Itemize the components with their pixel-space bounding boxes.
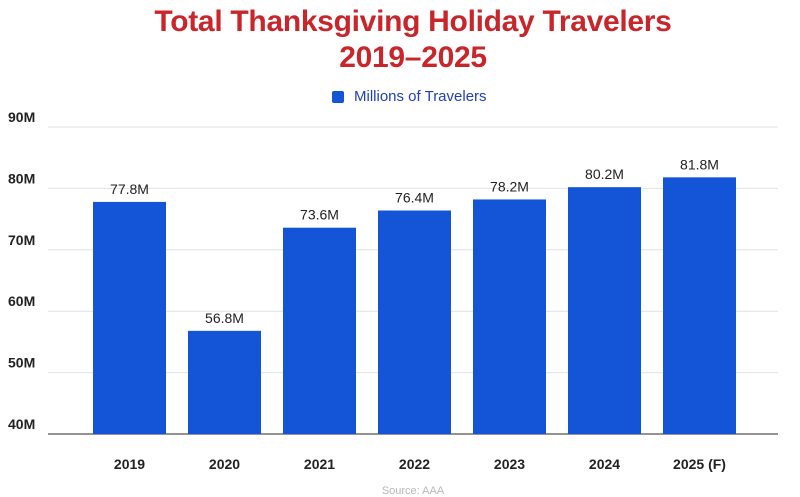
legend-label: Millions of Travelers bbox=[354, 88, 487, 105]
bar bbox=[378, 210, 451, 434]
x-tick-label: 2021 bbox=[304, 456, 335, 472]
data-label: 56.8M bbox=[205, 310, 244, 326]
chart-title-line-2: 2019–2025 bbox=[339, 41, 487, 74]
data-label: 76.4M bbox=[395, 190, 434, 206]
chart-title-line-1: Total Thanksgiving Holiday Travelers bbox=[154, 5, 672, 38]
chart-title: Total Thanksgiving Holiday Travelers 201… bbox=[0, 4, 800, 76]
data-label: 80.2M bbox=[585, 166, 624, 182]
x-tick-label: 2019 bbox=[114, 456, 145, 472]
bar bbox=[188, 330, 261, 434]
y-tick-label: 60M bbox=[8, 293, 35, 309]
y-tick-label: 90M bbox=[8, 109, 35, 125]
data-labels: 77.8M 56.8M 73.6M 76.4M 78.2M 80.2M 81.8M bbox=[110, 156, 719, 325]
x-tick-label: 2023 bbox=[494, 456, 525, 472]
x-axis-ticks: 2019 2020 2021 2022 2023 2024 2025 (F) bbox=[114, 456, 726, 472]
y-tick-label: 80M bbox=[8, 170, 35, 186]
data-label: 81.8M bbox=[680, 156, 719, 172]
bar bbox=[283, 227, 356, 434]
data-label: 77.8M bbox=[110, 181, 149, 197]
x-tick-label: 2025 (F) bbox=[673, 456, 726, 472]
bar bbox=[473, 199, 546, 434]
y-axis-ticks: 40M 50M 60M 70M 80M 90M bbox=[8, 109, 35, 432]
y-tick-label: 70M bbox=[8, 232, 35, 248]
source-note: Source: AAA bbox=[381, 485, 445, 497]
data-label: 78.2M bbox=[490, 178, 529, 194]
y-tick-label: 40M bbox=[8, 416, 35, 432]
bars bbox=[93, 177, 736, 434]
legend-swatch bbox=[332, 90, 344, 103]
chart-legend: Millions of Travelers bbox=[332, 88, 487, 105]
bar bbox=[93, 201, 166, 434]
bar bbox=[568, 187, 641, 434]
bar bbox=[663, 177, 736, 434]
x-tick-label: 2024 bbox=[589, 456, 620, 472]
y-tick-label: 50M bbox=[8, 355, 35, 371]
x-tick-label: 2022 bbox=[399, 456, 430, 472]
data-label: 73.6M bbox=[300, 207, 339, 223]
x-tick-label: 2020 bbox=[209, 456, 240, 472]
